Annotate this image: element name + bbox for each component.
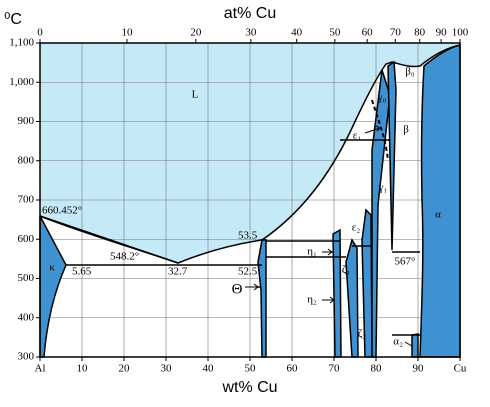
y-tick-label: 500 [18, 272, 35, 284]
annotation: Θ [232, 281, 243, 297]
x2-tick-label: 20 [190, 27, 202, 39]
x2-tick-label: 80 [414, 27, 426, 39]
x-tick-label: 40 [203, 363, 215, 375]
dashed-boundary [371, 99, 389, 161]
annotation: κ [49, 262, 55, 274]
annotation: η₁ [307, 246, 317, 258]
annotation: β [403, 124, 409, 136]
x2-tick-label: 50 [329, 27, 341, 39]
x2-tick-label: 10 [121, 27, 133, 39]
x-axis-title: wt% Cu [221, 379, 277, 396]
annotation: 53.5 [238, 230, 258, 242]
boundary [39, 215, 179, 264]
arrow [322, 296, 335, 304]
x2-tick-label: 40 [291, 27, 303, 39]
x-tick-label: Cu [454, 363, 467, 375]
alpha2-region [411, 333, 419, 358]
x2-tick-label: 70 [390, 27, 402, 39]
annotation: ε₁ [353, 130, 362, 142]
annotation: α [435, 209, 441, 221]
annotation: 548.2° [110, 251, 139, 263]
annotation: ζ₂ [358, 328, 367, 340]
x2-tick-label: 90 [436, 27, 448, 39]
top-axis-title: at% Cu [224, 5, 276, 22]
alpha-region [419, 44, 461, 358]
y-tick-label: 800 [18, 154, 35, 166]
y-tick-label: 900 [18, 115, 35, 127]
x-tick-label: 10 [77, 363, 89, 375]
x-tick-label: 80 [371, 363, 383, 375]
annotation: 32.7 [168, 266, 188, 278]
y-tick-label: 300 [18, 351, 35, 363]
annotation: 5.65 [72, 266, 92, 278]
x-tick-label: 90 [413, 363, 425, 375]
arrow [364, 125, 381, 134]
annotation: η₂ [307, 294, 317, 306]
x-tick-label: 60 [287, 363, 299, 375]
y-tick-label: 1,100 [9, 37, 34, 49]
eta-region [332, 228, 342, 358]
beta-region [387, 60, 397, 251]
annotation: ε₂ [352, 222, 361, 234]
annotation: γ₀ [377, 92, 387, 104]
x2-tick-label: 0 [37, 27, 43, 39]
annotation: L [192, 89, 199, 101]
annotation: ζ₁ [342, 264, 351, 276]
annotation: 567° [395, 256, 416, 268]
annotation: 52.5 [238, 266, 258, 278]
x-tick-label: 70 [329, 363, 341, 375]
arrow [322, 248, 333, 256]
zeta-region [345, 238, 359, 358]
annotation: 660.452° [42, 205, 82, 217]
x-tick-label: 20 [119, 363, 131, 375]
y-axis-title: ⁰C [4, 11, 22, 28]
x2-tick-label: 30 [245, 27, 257, 39]
phase-regions [39, 44, 461, 358]
x-tick-label: Al [35, 363, 46, 375]
y-tick-label: 600 [18, 233, 35, 245]
arrow [245, 283, 259, 291]
annotation: α₂ [393, 336, 403, 348]
x-tick-label: 30 [161, 363, 173, 375]
y-tick-label: 400 [18, 311, 35, 323]
arrow [404, 341, 413, 347]
x2-tick-label: 100 [452, 27, 469, 39]
annotation: β₀ [405, 66, 415, 78]
y-tick-label: 700 [18, 194, 35, 206]
y-tick-label: 1,000 [9, 76, 34, 88]
x2-tick-label: 60 [362, 27, 374, 39]
x-tick-label: 50 [245, 363, 257, 375]
annotation: γ₁ [378, 182, 388, 194]
